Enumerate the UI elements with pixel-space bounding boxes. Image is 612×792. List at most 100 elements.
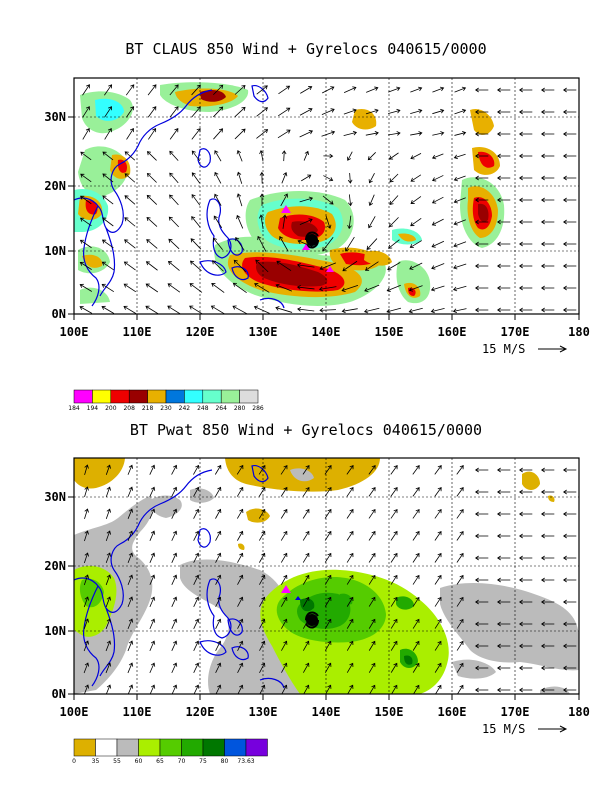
wind-arrow [259, 214, 264, 229]
wind-arrow [191, 216, 201, 228]
wind-arrow [496, 687, 511, 693]
wind-arrow [562, 109, 577, 115]
wind-arrow [434, 487, 442, 497]
wind-arrow [474, 489, 489, 495]
wind-arrow [258, 530, 266, 541]
wind-arrow [169, 84, 179, 96]
colorbar-label: 218 [142, 405, 154, 412]
wind-arrow [319, 262, 337, 271]
wind-arrow [346, 662, 354, 673]
wind-arrow [387, 108, 401, 115]
wind-arrow [390, 662, 398, 673]
wind-arrow [368, 552, 376, 563]
wind-arrow [277, 129, 291, 139]
wind-arrow [258, 464, 266, 475]
wind-arrow [254, 283, 270, 293]
wind-arrow [191, 172, 201, 184]
wind-arrow [167, 283, 181, 293]
wind-arrow [562, 241, 577, 247]
wind-arrow [321, 108, 335, 116]
wind-arrow [149, 574, 156, 586]
wind-arrow [540, 511, 555, 517]
wind-arrow [325, 684, 332, 694]
wind-arrow [346, 486, 354, 497]
wind-arrow [237, 530, 244, 541]
wind-arrow [191, 194, 201, 206]
wind-arrow [431, 196, 444, 204]
wind-arrow [413, 684, 420, 694]
wind-arrow [146, 239, 158, 249]
lat-label-10n: 10N [44, 244, 66, 258]
wind-arrow [410, 108, 423, 115]
lon-label-140e: 140E [312, 325, 341, 339]
wind-arrow [127, 552, 134, 564]
wind-arrow [343, 86, 357, 93]
lon-label-160e: 160E [438, 325, 467, 339]
wind-arrow [84, 486, 89, 498]
wind-arrow [214, 464, 222, 475]
wind-arrow [366, 86, 379, 93]
wind-arrow [169, 150, 179, 161]
wind-arrow [82, 84, 90, 96]
wind-arrow [368, 640, 376, 651]
colorbar-label: 65 [156, 758, 164, 765]
wind-arrow [474, 467, 489, 473]
wind-arrow [518, 87, 533, 93]
wind-arrow [275, 283, 293, 292]
wind-arrow [324, 640, 332, 651]
panel2-storm-marker [281, 585, 319, 629]
wind-arrow [474, 643, 489, 649]
wind-arrow [456, 618, 464, 629]
wind-arrow [368, 662, 376, 673]
wind-arrow [79, 283, 93, 292]
wind-arrow [303, 662, 310, 673]
lon-label-150e: 150E [375, 705, 404, 719]
wind-arrow [256, 85, 268, 95]
wind-arrow [193, 508, 200, 519]
wind-arrow [496, 153, 511, 159]
wind-arrow [83, 684, 90, 694]
wind-arrow [193, 486, 200, 497]
wind-arrow [302, 574, 310, 585]
wind-arrow [278, 85, 291, 95]
wind-arrow [79, 261, 92, 270]
wind-arrow [319, 307, 336, 313]
colorbar-swatch [110, 389, 130, 404]
wind-arrow [302, 530, 310, 541]
wind-arrow [146, 151, 157, 161]
wind-arrow [562, 555, 577, 561]
wind-arrow [390, 508, 398, 519]
wind-arrow [474, 109, 489, 115]
wind-arrow [410, 174, 422, 182]
wind-arrow [280, 486, 288, 497]
wind-arrow [453, 175, 466, 182]
wind-arrow [145, 305, 159, 314]
wind-arrow [540, 131, 555, 137]
wind-arrow [171, 596, 178, 607]
wind-arrow [83, 640, 90, 652]
wind-arrow [149, 618, 156, 630]
wind-arrow [496, 131, 511, 137]
wind-arrow [191, 128, 201, 140]
wind-arrow [279, 235, 289, 252]
wind-arrow [323, 175, 334, 182]
wind-arrow [189, 305, 203, 314]
colorbar-swatch [92, 389, 112, 404]
wind-arrow [341, 284, 359, 292]
wind-arrow [430, 285, 445, 292]
wind-arrow [189, 283, 203, 293]
wind-arrow [171, 508, 178, 519]
wind-arrow [214, 193, 222, 206]
colorbar-label: 73.63 [237, 758, 254, 765]
wind-arrow [234, 85, 246, 95]
wind-arrow [171, 552, 178, 563]
wind-arrow [80, 195, 92, 205]
wind-arrow [258, 508, 266, 519]
wind-arrow [236, 171, 243, 184]
wind-arrow [518, 131, 533, 137]
wind-arrow [518, 175, 533, 181]
wind-arrow [325, 215, 332, 229]
wind-arrow [434, 508, 442, 519]
wind-arrow [388, 217, 399, 228]
wind-arrow [562, 219, 577, 225]
